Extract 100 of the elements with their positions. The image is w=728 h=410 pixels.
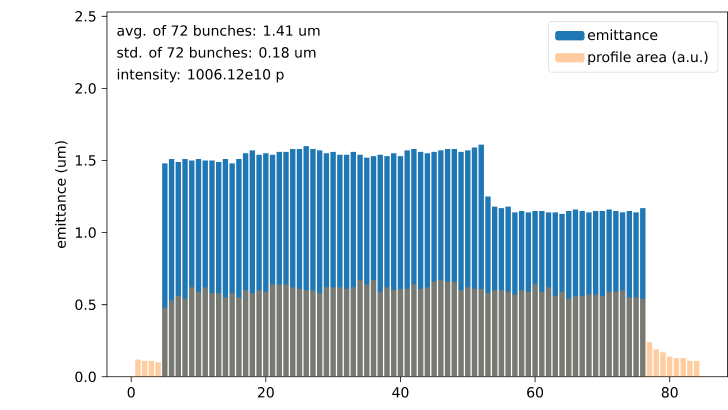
bar [135, 360, 141, 377]
bar [592, 294, 598, 377]
bar [438, 280, 444, 377]
bar [458, 290, 464, 377]
bar [680, 358, 686, 377]
bar [270, 284, 276, 377]
bar [384, 287, 390, 377]
bar [492, 290, 498, 377]
bar [539, 292, 545, 377]
bar [694, 361, 700, 377]
bar [512, 294, 518, 377]
bar [189, 287, 194, 377]
bar [633, 298, 639, 377]
bar [256, 290, 262, 377]
bar [283, 284, 289, 377]
bar [411, 284, 417, 377]
bar [142, 361, 148, 377]
bar [586, 294, 592, 377]
bar [316, 293, 322, 377]
bar [505, 292, 511, 377]
bar [526, 292, 532, 377]
x-tick-label: 80 [662, 387, 678, 398]
bar [552, 296, 558, 377]
annotation: std. of 72 bunches: 0.18 um [117, 47, 316, 58]
y-tick-label: 2.5 [75, 11, 96, 22]
bar [518, 290, 524, 377]
bar [304, 290, 309, 377]
bar [626, 298, 632, 377]
bar [209, 293, 215, 377]
bar [216, 293, 222, 377]
annotation: avg. of 72 bunches: 1.41 um [117, 25, 320, 39]
bar [485, 293, 491, 377]
y-tick-label: 1.0 [76, 227, 96, 238]
bar [236, 298, 242, 377]
bar [613, 292, 619, 377]
bar [559, 292, 565, 377]
bar [310, 290, 316, 377]
bar [418, 288, 424, 377]
bar [162, 308, 168, 377]
bar [478, 288, 484, 377]
bar [250, 293, 256, 377]
bar [350, 287, 356, 377]
y-tick-label: 2.0 [75, 83, 96, 94]
y-tick-label: 0.0 [75, 372, 96, 382]
x-tick-label: 60 [527, 387, 544, 398]
bar [330, 287, 336, 377]
bar [168, 300, 174, 377]
bar [196, 292, 202, 377]
bar [600, 296, 606, 377]
bar [532, 284, 538, 377]
bar [378, 292, 383, 377]
bar [424, 287, 430, 377]
x-tick-label: 20 [258, 387, 274, 398]
bar [465, 287, 470, 377]
bar [290, 287, 296, 377]
bar [357, 280, 363, 377]
bar [176, 296, 181, 377]
bar [606, 292, 612, 377]
bar [148, 361, 154, 377]
bar [646, 342, 652, 377]
bar [674, 358, 680, 377]
bar [580, 296, 585, 377]
bar [498, 290, 504, 377]
bar [222, 298, 228, 377]
y-tick-label: 0.5 [75, 300, 96, 310]
bar [404, 288, 410, 377]
bar [155, 362, 161, 377]
bar [364, 284, 370, 377]
bar [202, 287, 208, 377]
bar [182, 299, 188, 377]
y-tick-label: 1.5 [76, 155, 96, 166]
bar [324, 287, 330, 377]
bar [229, 293, 235, 377]
bar [546, 287, 552, 377]
x-tick-label: 0 [128, 387, 135, 398]
y-axis-title: emittance (um) [55, 141, 68, 248]
bar [687, 361, 693, 377]
bar [566, 299, 572, 377]
bar [370, 280, 376, 377]
bar [452, 282, 457, 377]
bar [431, 282, 437, 377]
bar [472, 288, 478, 377]
bar [572, 296, 578, 377]
bar [444, 282, 450, 377]
bar [337, 287, 343, 377]
bar [276, 284, 282, 377]
bar [296, 288, 302, 377]
bar [654, 350, 659, 377]
x-tick-label: 40 [392, 387, 408, 398]
bar [263, 292, 269, 377]
legend-label: emittance [588, 29, 658, 40]
bar [620, 290, 626, 377]
bar [344, 288, 350, 377]
bar [667, 356, 672, 377]
bar [640, 299, 646, 377]
bar [391, 290, 396, 377]
bar [660, 352, 666, 377]
legend-label: profile area (a.u.) [588, 51, 708, 66]
bar [398, 288, 404, 377]
annotation: intensity: 1006.12e10 p [118, 68, 284, 82]
